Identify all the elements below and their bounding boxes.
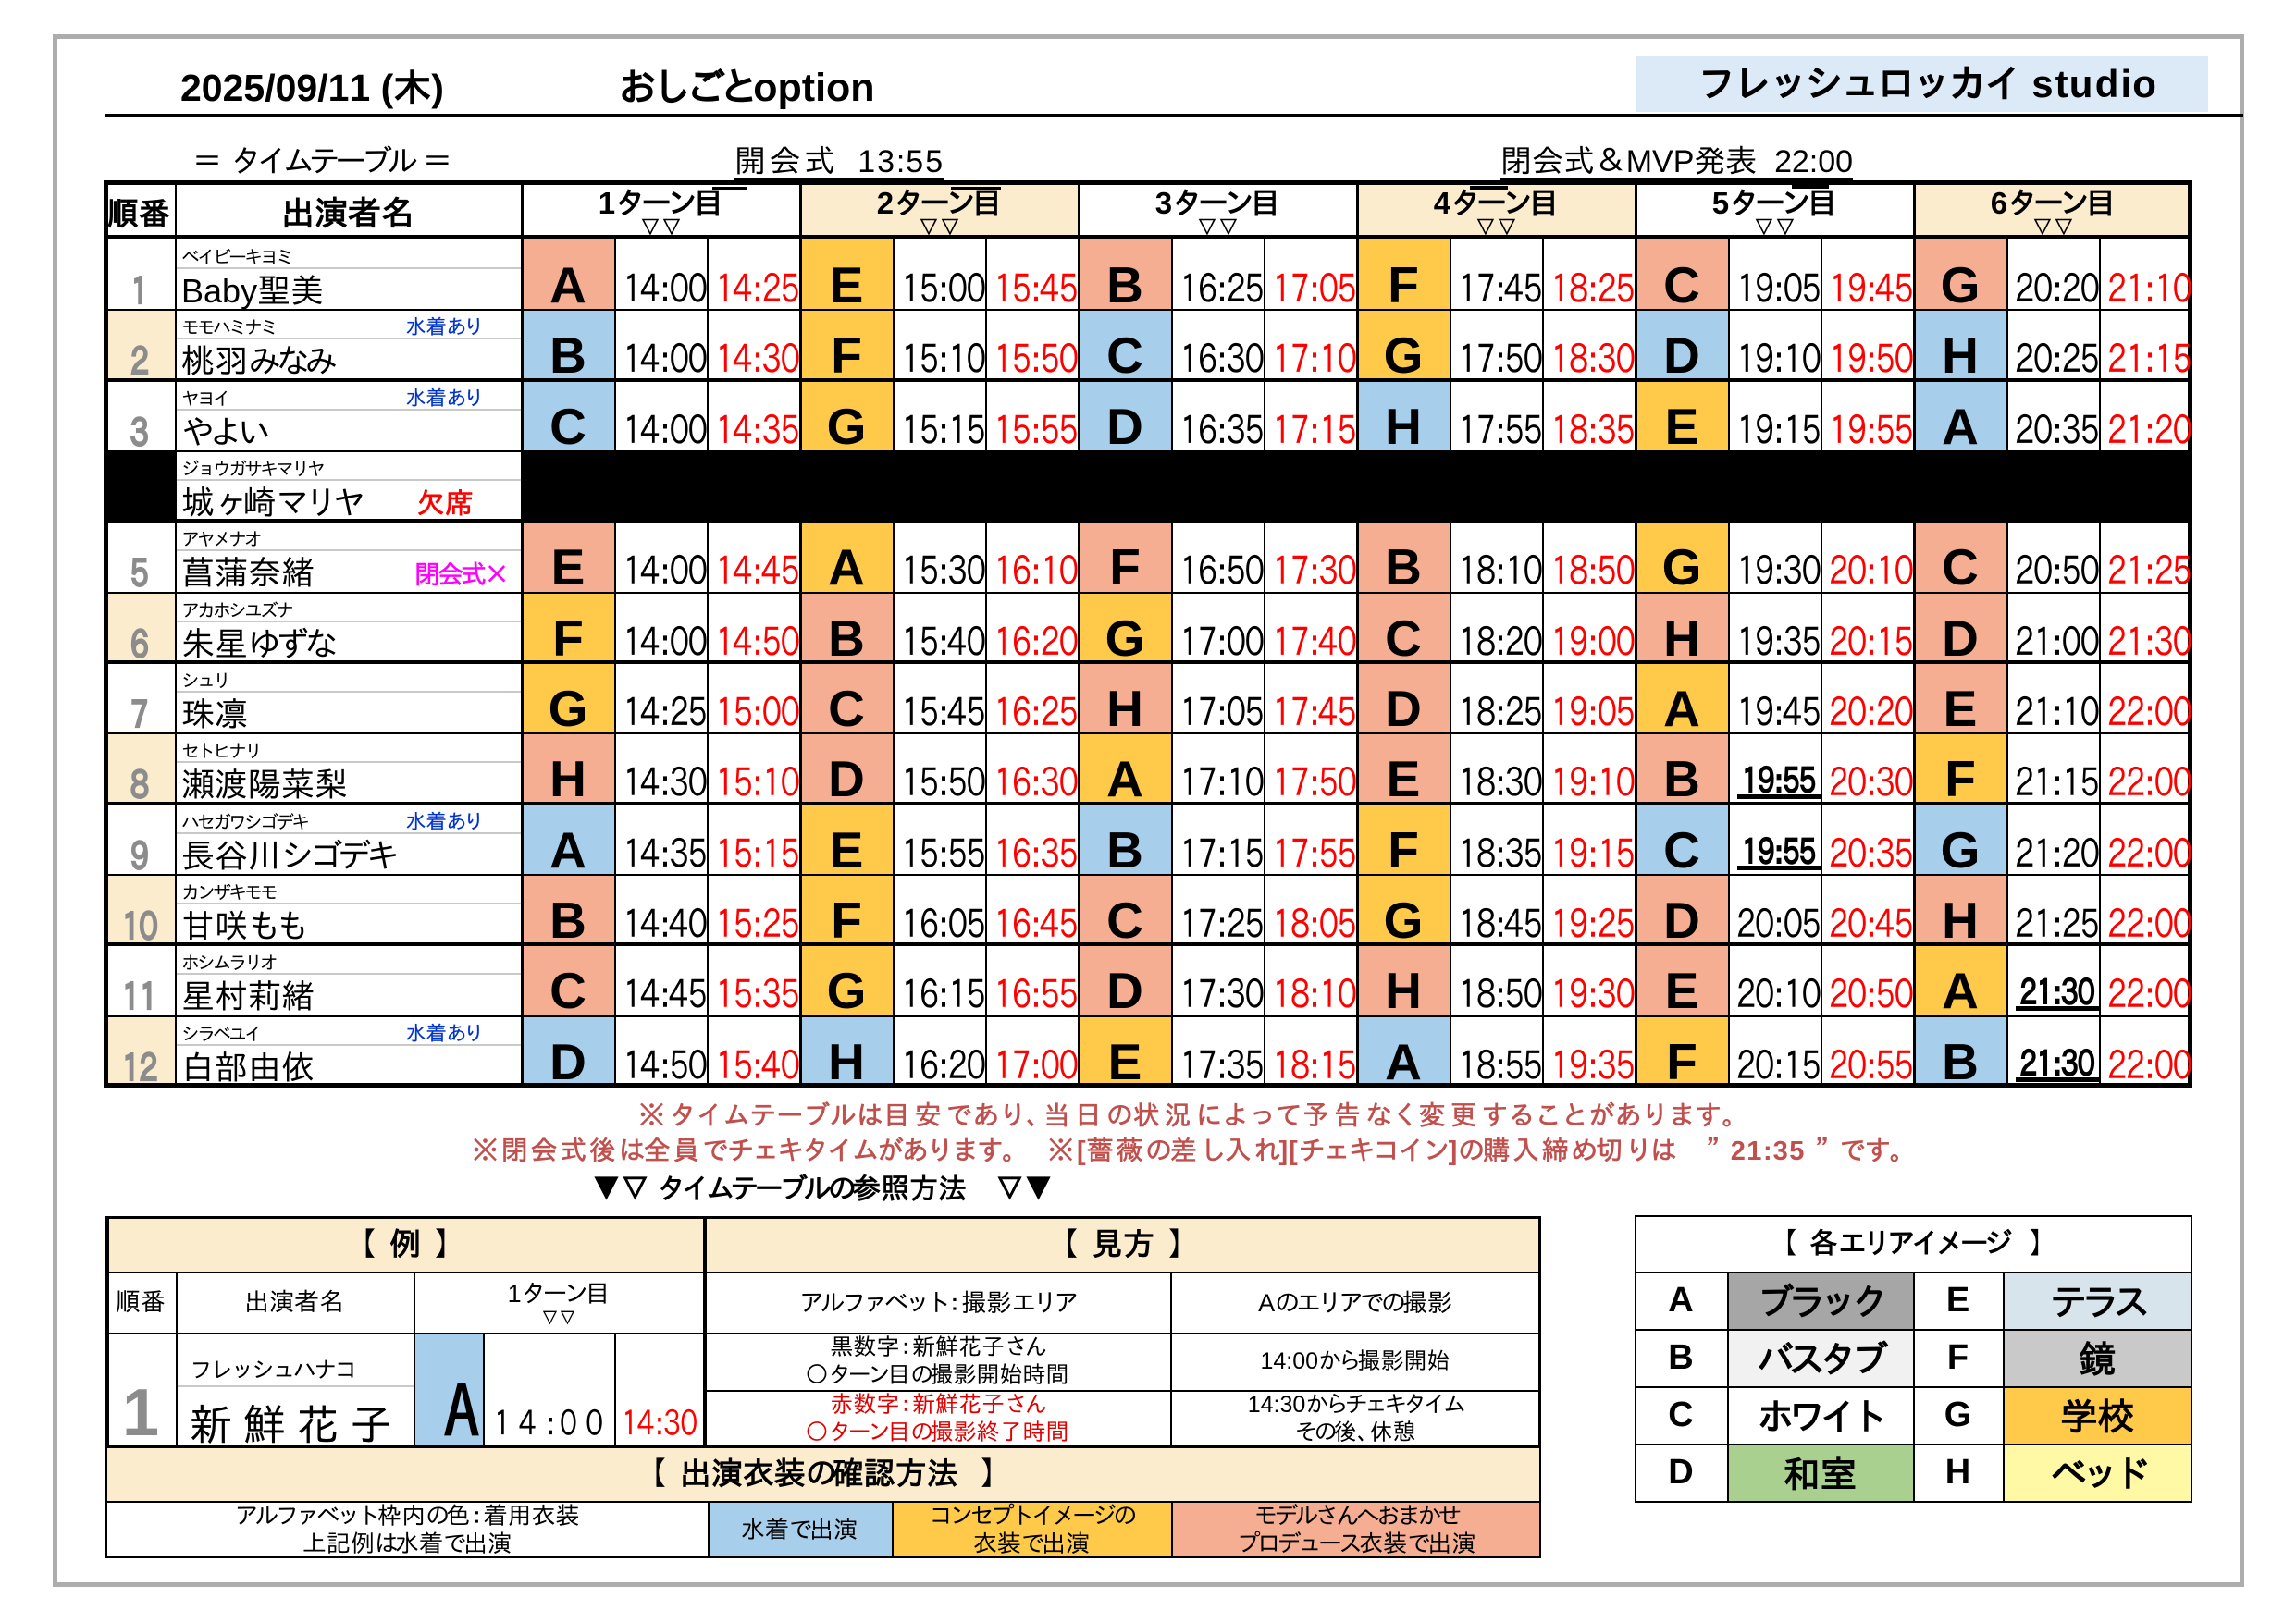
svg-text:A: A [1258,1289,1275,1317]
svg-text:1: 1 [599,186,615,220]
svg-text:13:55: 13:55 [858,144,943,179]
svg-text:studio: studio [2031,62,2156,105]
svg-text:4: 4 [1434,186,1451,220]
svg-text:14:00: 14:00 [1261,1348,1319,1374]
svg-text:option: option [753,66,874,110]
svg-text:5: 5 [1712,186,1729,220]
svg-text:2025/09/11(): 2025/09/11() [180,67,444,109]
svg-text:2: 2 [877,186,894,220]
svg-text:Baby: Baby [181,272,257,310]
svg-text:6: 6 [1991,186,2007,220]
svg-text:14:30: 14:30 [1248,1392,1306,1418]
svg-text:1: 1 [508,1280,522,1308]
svg-text:3: 3 [1155,186,1172,220]
